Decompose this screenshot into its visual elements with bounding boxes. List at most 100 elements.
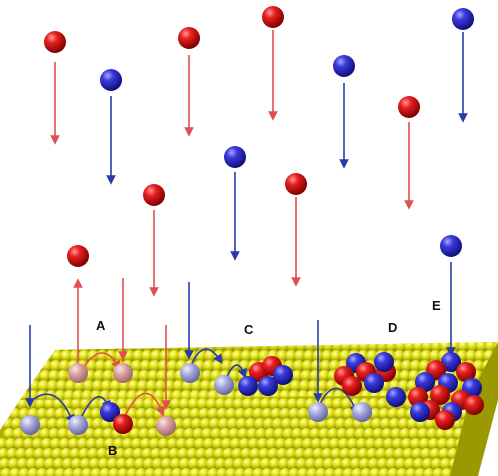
substrate-atom: [332, 458, 344, 470]
substrate-atom: [108, 468, 121, 476]
substrate-atom: [197, 398, 209, 410]
substrate-atom: [188, 398, 200, 410]
substrate-atom: [125, 458, 137, 470]
substrate-atom: [330, 350, 343, 362]
substrate-atom: [54, 468, 67, 476]
substrate-atom: [281, 418, 293, 430]
red-atom: [44, 31, 66, 53]
substrate-atom: [81, 390, 94, 400]
substrate-atom: [402, 448, 415, 460]
red-atom: [342, 376, 362, 396]
substrate-atom: [57, 370, 70, 382]
substrate-atom: [320, 360, 332, 372]
substrate-atom: [167, 438, 179, 450]
substrate-atom: [216, 468, 229, 476]
substrate-atom: [296, 458, 308, 470]
substrate-atom: [96, 448, 109, 460]
substrate-atom: [270, 468, 283, 476]
substrate-atom: [285, 448, 298, 460]
substrate-atom: [15, 448, 28, 460]
substrate-atom: [312, 448, 325, 460]
blue-atom: [224, 146, 246, 168]
substrate-atom: [339, 448, 352, 460]
substrate-atom: [231, 448, 244, 460]
substrate-atom: [14, 438, 26, 450]
substrate-atom: [78, 350, 91, 362]
substrate-atom: [303, 448, 316, 460]
red-atom: [113, 414, 133, 434]
substrate-atom: [3, 428, 16, 440]
red-atom: [430, 385, 450, 405]
label-a: A: [96, 318, 106, 333]
pale-blue-atom: [352, 402, 372, 422]
substrate-atom: [170, 458, 182, 470]
substrate-atom: [9, 468, 22, 476]
substrate-atom: [51, 350, 64, 362]
substrate-atom: [224, 458, 236, 470]
substrate-atom: [132, 350, 145, 362]
substrate-atom: [93, 370, 106, 382]
substrate-atom: [252, 468, 265, 476]
substrate-atom: [218, 418, 230, 430]
substrate-atom: [18, 468, 31, 476]
substrate-atom: [320, 438, 332, 450]
red-atom: [456, 362, 476, 382]
substrate-atom: [141, 350, 154, 362]
substrate-atom: [329, 438, 341, 450]
substrate-atom: [326, 418, 338, 430]
blue-hop-arrow: [189, 348, 223, 369]
red-atom: [285, 173, 307, 195]
substrate-atom: [33, 448, 46, 460]
substrate-atom: [138, 428, 151, 440]
red-atom: [67, 245, 89, 267]
substrate-atom: [372, 428, 385, 440]
substrate-atom: [144, 408, 157, 420]
substrate-atom: [260, 458, 272, 470]
substrate-atom: [225, 408, 238, 420]
substrate-atom: [288, 408, 301, 420]
substrate-atom: [347, 438, 359, 450]
substrate-atom: [426, 428, 439, 440]
substrate-atom: [342, 468, 355, 476]
substrate-atom: [365, 438, 377, 450]
substrate-atom: [90, 468, 103, 476]
substrate-atom: [272, 418, 284, 430]
substrate-atom: [147, 370, 160, 382]
substrate-atom: [150, 350, 163, 362]
substrate-atom: [27, 468, 40, 476]
substrate-atom: [143, 458, 155, 470]
substrate-atom: [465, 350, 478, 362]
substrate-atom: [161, 458, 173, 470]
substrate-atom: [399, 428, 412, 440]
substrate-atom: [179, 458, 191, 470]
substrate-atom: [210, 428, 223, 440]
substrate-atom: [42, 448, 55, 460]
pale-red-atom: [68, 363, 88, 383]
substrate-atom: [47, 418, 59, 430]
substrate-atom: [299, 380, 311, 392]
substrate-atom: [380, 418, 392, 430]
substrate-atom: [441, 468, 454, 476]
substrate-atom: [458, 342, 470, 352]
substrate-atom: [393, 350, 406, 362]
substrate-atom: [104, 438, 116, 450]
substrate-atom: [278, 398, 290, 410]
substrate-atom: [99, 390, 112, 400]
substrate-atom: [438, 448, 451, 460]
substrate-atom: [318, 370, 331, 382]
blue-atom: [386, 387, 406, 407]
substrate-atom: [263, 418, 275, 430]
substrate-atom: [189, 408, 202, 420]
substrate-atom: [123, 448, 136, 460]
substrate-atom: [297, 468, 310, 476]
substrate-atom: [324, 468, 337, 476]
substrate-atom: [432, 468, 445, 476]
substrate-atom: [203, 438, 215, 450]
substrate-atom: [134, 458, 146, 470]
substrate-atom: [56, 380, 68, 392]
substrate-atom: [279, 468, 292, 476]
substrate-atom: [254, 418, 266, 430]
substrate-atom: [135, 408, 148, 420]
substrate-atom: [86, 438, 98, 450]
substrate-atom: [221, 360, 233, 372]
